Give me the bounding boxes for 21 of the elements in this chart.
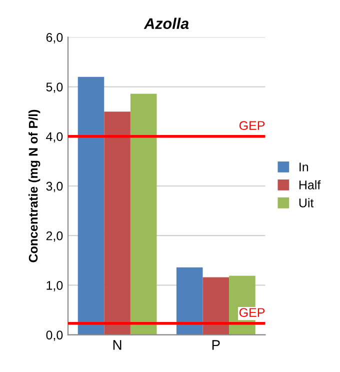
bar — [130, 94, 157, 335]
y-tick-label: 2,0 — [46, 231, 63, 242]
y-tick-label: 6,0 — [46, 33, 63, 44]
y-tick-label: 4,0 — [46, 132, 63, 143]
ref-line-label: GEP — [239, 121, 265, 130]
chart-title: Azolla — [144, 18, 189, 30]
x-tick-label: P — [212, 340, 220, 350]
bar — [176, 267, 203, 335]
y-tick-label: 1,0 — [46, 281, 63, 292]
y-axis-title: Concentratie (mg N of P/l) — [28, 110, 40, 262]
bar — [78, 76, 104, 335]
bar — [104, 112, 130, 335]
x-tick-label: N — [113, 340, 122, 350]
bar — [202, 277, 230, 335]
y-tick-label: 0,0 — [46, 330, 63, 341]
legend-label: Half — [299, 180, 321, 190]
legend-label: Uit — [299, 198, 314, 208]
legend-label: In — [300, 162, 308, 172]
ref-line-label: GEP — [239, 308, 265, 317]
y-tick-label: 5,0 — [46, 82, 63, 93]
y-tick-label: 3,0 — [46, 182, 63, 192]
